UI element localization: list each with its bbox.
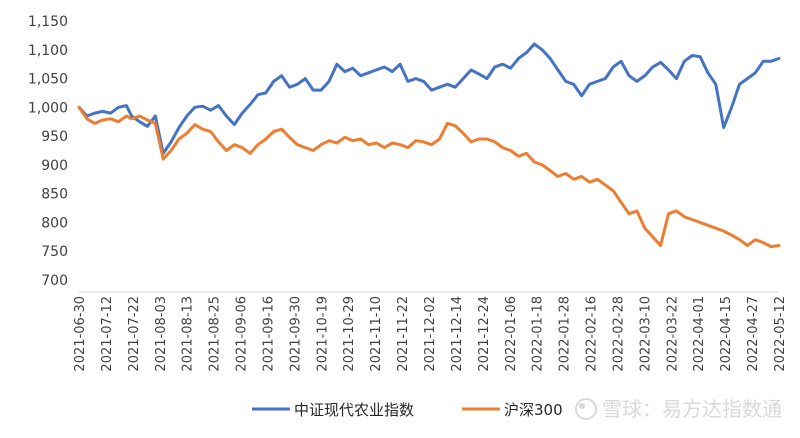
x-tick-label: 2022-01-06 [504, 296, 519, 372]
y-tick-label: 700 [41, 273, 68, 289]
y-tick-label: 1,100 [28, 43, 68, 59]
x-tick-label: 2022-05-12 [773, 296, 788, 372]
x-tick-label: 2022-02-16 [585, 296, 600, 372]
x-tick-label: 2021-10-19 [315, 296, 330, 372]
x-tick-label: 2022-01-28 [558, 296, 573, 372]
x-tick-label: 2021-07-12 [100, 296, 115, 372]
watermark-text: 雪球：易方达指数通 [602, 397, 782, 421]
legend-label-agri: 中证现代农业指数 [294, 401, 414, 419]
y-tick-label: 900 [41, 158, 68, 174]
x-tick-label: 2022-04-27 [746, 296, 761, 372]
x-tick-label: 2022-02-28 [611, 296, 626, 372]
x-axis: 2021-06-30 2021-07-12 2021-07-22 2021-08-03… [73, 291, 788, 372]
x-tick-label: 2021-12-24 [477, 296, 492, 372]
snowball-logo-icon [575, 398, 597, 420]
series-line-agri [77, 42, 781, 155]
x-tick-label: 2021-11-22 [396, 296, 411, 372]
x-tick-label: 2022-03-10 [638, 296, 653, 372]
x-tick-label: 2021-08-03 [154, 296, 169, 372]
x-tick-label: 2021-09-30 [288, 296, 303, 372]
y-tick-label: 850 [41, 187, 68, 203]
y-axis: 1,150 1,100 1,050 1,000 950 900 850 800 750 700 [28, 14, 68, 289]
x-tick-label: 2022-03-22 [665, 296, 680, 372]
y-tick-label: 1,050 [28, 72, 68, 88]
x-tick-label: 2022-01-18 [531, 296, 546, 372]
x-tick-label: 2021-09-06 [235, 296, 250, 372]
x-tick-label: 2022-04-15 [719, 296, 734, 372]
x-tick-label: 2021-12-14 [450, 296, 465, 372]
x-tick-label: 2021-07-22 [127, 296, 142, 372]
x-tick-label: 2021-11-10 [369, 296, 384, 372]
y-tick-label: 800 [41, 215, 68, 231]
watermark: 雪球：易方达指数通 [575, 397, 782, 421]
x-tick-label: 2021-10-29 [342, 296, 357, 372]
legend-label-hs300: 沪深300 [504, 401, 563, 419]
x-tick-label: 2022-04-01 [692, 296, 707, 372]
x-tick-label: 2021-08-25 [208, 296, 223, 372]
series-layer [77, 42, 781, 249]
legend: 中证现代农业指数 沪深300 [252, 401, 563, 419]
series-line-hs300 [77, 105, 781, 249]
y-tick-label: 750 [41, 244, 68, 260]
y-tick-label: 1,150 [28, 14, 68, 30]
x-tick-label: 2021-08-13 [181, 296, 196, 372]
y-tick-label: 950 [41, 129, 68, 145]
y-tick-label: 1,000 [28, 100, 68, 116]
x-tick-label: 2021-06-30 [73, 296, 88, 372]
x-tick-label: 2021-09-16 [261, 296, 276, 372]
x-tick-label: 2021-12-02 [423, 296, 438, 372]
